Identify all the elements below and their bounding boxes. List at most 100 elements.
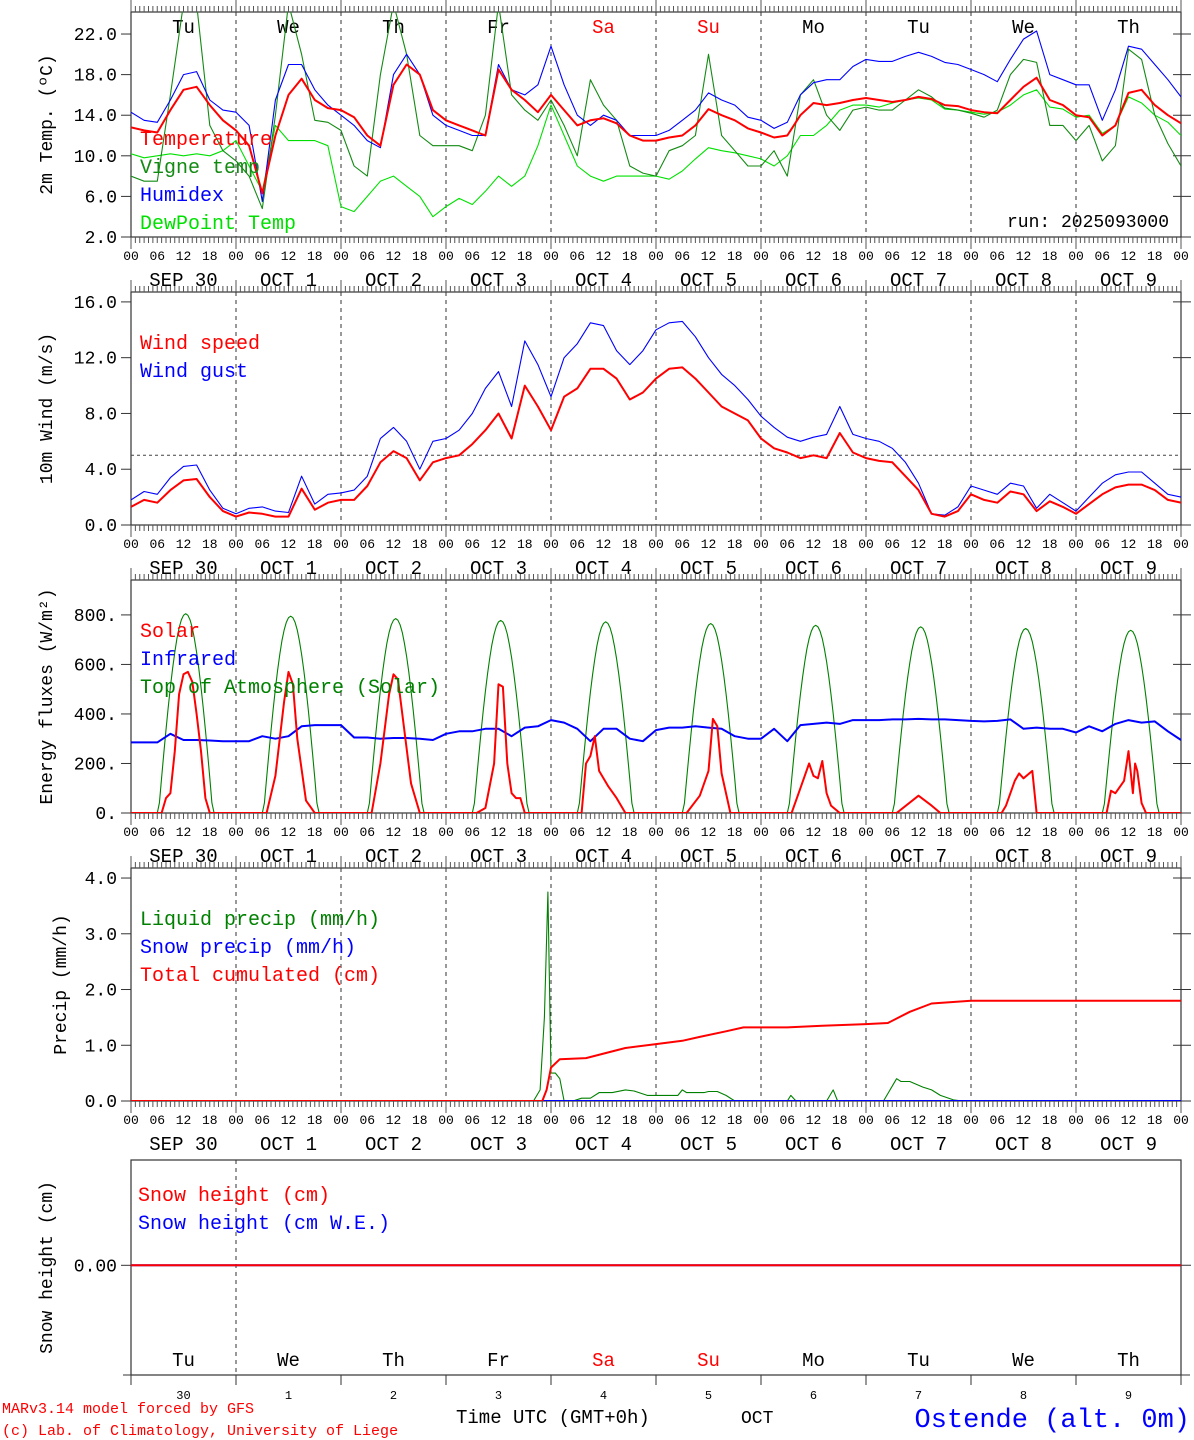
y-axis-title: 2m Temp. (ºC): [38, 54, 58, 194]
top-of-atmosphere-solar-line: [131, 613, 1181, 813]
legend-entry: Snow height (cm W.E.): [138, 1213, 390, 1236]
x-hour-label: 00: [963, 249, 979, 264]
weekday-label: Tu: [907, 1350, 930, 1372]
x-hour-label: 12: [701, 825, 717, 840]
x-date-label: OCT 7: [890, 846, 947, 868]
x-hour-label: 12: [281, 249, 297, 264]
x-hour-label: 06: [359, 537, 375, 552]
x-hour-label: 06: [674, 537, 690, 552]
x-hour-label: 18: [307, 1113, 323, 1128]
x-date-label: OCT 6: [785, 270, 842, 292]
x-hour-label: 00: [648, 825, 664, 840]
x-hour-label: 18: [727, 249, 743, 264]
y-tick-label: 2.0: [85, 229, 117, 249]
x-hour-label: 18: [517, 249, 533, 264]
x-hour-label: 18: [412, 1113, 428, 1128]
x-date-label: OCT 9: [1100, 846, 1157, 868]
y-tick-label: 4.0: [85, 461, 117, 481]
x-hour-label: 06: [779, 825, 795, 840]
x-hour-label: 00: [753, 825, 769, 840]
x-hour-label: 06: [674, 825, 690, 840]
x-date-label: OCT 1: [260, 846, 317, 868]
weekday-label: Su: [697, 1350, 720, 1372]
x-hour-label: 00: [1173, 825, 1189, 840]
x-hour-label: 18: [1042, 249, 1058, 264]
x-hour-label: 12: [911, 537, 927, 552]
x-hour-label: 18: [832, 249, 848, 264]
x-hour-label: 12: [1121, 825, 1137, 840]
x-date-label: OCT 2: [365, 558, 422, 580]
model-credit: MARv3.14 model forced by GFS: [2, 1401, 254, 1418]
x-date-label: OCT 4: [575, 846, 632, 868]
x-date-label: OCT 4: [575, 270, 632, 292]
x-hour-label: 00: [228, 1113, 244, 1128]
day-number-label: 6: [810, 1389, 817, 1403]
x-hour-label: 00: [123, 825, 139, 840]
x-date-label: OCT 8: [995, 1134, 1052, 1156]
weekday-label: Fr: [487, 1350, 510, 1372]
x-hour-label: 18: [1042, 537, 1058, 552]
weekday-label: Su: [697, 17, 720, 39]
x-hour-label: 18: [1042, 825, 1058, 840]
x-hour-label: 00: [1068, 537, 1084, 552]
x-hour-label: 00: [543, 249, 559, 264]
x-hour-label: 18: [307, 537, 323, 552]
series-group: [131, 320, 1181, 518]
x-date-label: OCT 6: [785, 846, 842, 868]
x-date-label: OCT 9: [1100, 270, 1157, 292]
y-tick-label: 14.0: [74, 107, 117, 127]
y-axis-title: Snow height (cm): [38, 1181, 58, 1354]
day-number-label: 4: [600, 1389, 607, 1403]
x-hour-label: 12: [1016, 825, 1032, 840]
x-date-label: OCT 8: [995, 270, 1052, 292]
x-date-label: OCT 6: [785, 558, 842, 580]
liquid-precip-mm-h-line: [131, 891, 1181, 1101]
weekday-label: Fr: [487, 17, 510, 39]
x-date-label: OCT 3: [470, 558, 527, 580]
x-hour-label: 12: [806, 249, 822, 264]
x-hour-label: 00: [228, 537, 244, 552]
legend-entry: Top of Atmosphere (Solar): [140, 677, 440, 700]
x-hour-label: 18: [202, 537, 218, 552]
wind-speed-line: [131, 366, 1181, 518]
x-hour-label: 12: [596, 825, 612, 840]
x-hour-label: 12: [701, 537, 717, 552]
x-hour-label: 12: [911, 249, 927, 264]
x-hour-label: 06: [569, 537, 585, 552]
x-date-label: OCT 9: [1100, 1134, 1157, 1156]
x-hour-label: 18: [622, 1113, 638, 1128]
x-date-label: OCT 2: [365, 846, 422, 868]
temperature-line: [131, 63, 1181, 195]
x-date-label: OCT 6: [785, 1134, 842, 1156]
x-hour-label: 00: [543, 1113, 559, 1128]
legend-entry: Wind speed: [140, 333, 260, 356]
x-hour-label: 18: [727, 825, 743, 840]
x-date-label: OCT 1: [260, 1134, 317, 1156]
x-hour-label: 06: [254, 1113, 270, 1128]
x-hour-label: 00: [858, 537, 874, 552]
x-hour-label: 12: [596, 1113, 612, 1128]
total-cumulated-cm-line: [131, 999, 1181, 1101]
wind-gust-line: [131, 320, 1181, 516]
x-hour-label: 06: [254, 249, 270, 264]
x-hour-label: 18: [937, 537, 953, 552]
panel-5: Tu 30 We 1 Th 2 Fr 3 Sa 4 Su 5 Mo 6 Tu 7 We 8 Th 9 0.00 Snow …: [38, 1159, 1191, 1403]
legend-entry: Liquid precip (mm/h): [140, 909, 380, 932]
legend-entry: Wind gust: [140, 361, 248, 384]
x-hour-label: 18: [412, 825, 428, 840]
series-group: [131, 891, 1181, 1101]
legend-entry: DewPoint Temp: [140, 213, 296, 236]
y-tick-label: 16.0: [74, 294, 117, 314]
humidex-line: [131, 30, 1181, 203]
weekday-label: Sa: [592, 17, 615, 39]
x-date-label: OCT 1: [260, 558, 317, 580]
x-hour-label: 06: [989, 825, 1005, 840]
x-hour-label: 18: [937, 1113, 953, 1128]
x-hour-label: 06: [1094, 537, 1110, 552]
x-date-label: OCT 5: [680, 558, 737, 580]
legend-entry: Temperature: [140, 129, 272, 152]
x-date-label: OCT 4: [575, 558, 632, 580]
x-hour-label: 00: [543, 825, 559, 840]
